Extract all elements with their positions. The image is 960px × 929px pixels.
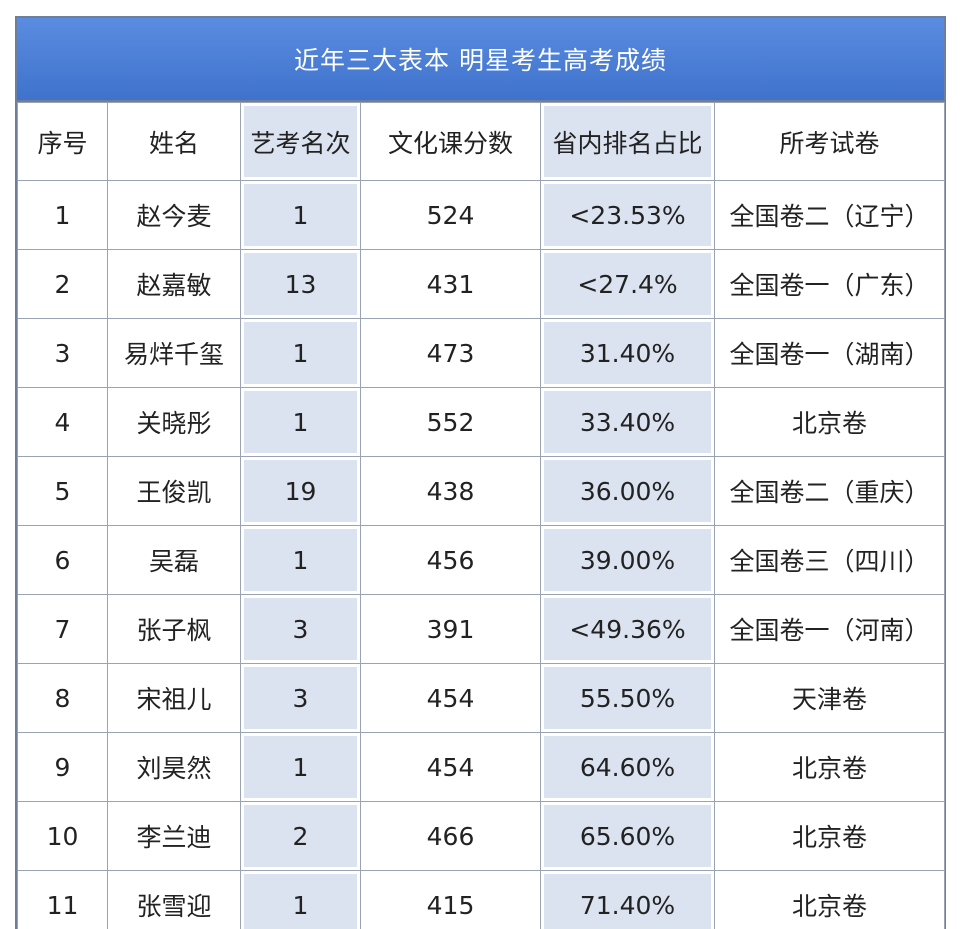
cell: 北京卷 xyxy=(714,870,945,929)
cell: 19 xyxy=(240,456,361,526)
table-title: 近年三大表本 明星考生高考成绩 xyxy=(17,18,944,102)
cell: 1 xyxy=(240,525,361,595)
cell: 刘昊然 xyxy=(107,732,241,802)
table-frame: 近年三大表本 明星考生高考成绩 序号 姓名 艺考名次 文化课分数 省内排名占比 所考试卷 1… xyxy=(15,16,946,929)
header-cell: 文化课分数 xyxy=(360,102,541,181)
cell: 赵嘉敏 xyxy=(107,249,241,319)
cell: 10 xyxy=(17,801,108,871)
cell: 1 xyxy=(240,318,361,388)
cell: 71.40% xyxy=(540,870,715,929)
row: 1 赵今麦 1 524 <23.53% 全国卷二（辽宁） xyxy=(17,180,945,250)
header-row: 序号 姓名 艺考名次 文化课分数 省内排名占比 所考试卷 xyxy=(17,102,945,181)
cell: 3 xyxy=(240,663,361,733)
cell: 全国卷二（重庆） xyxy=(714,456,945,526)
header-cell: 序号 xyxy=(17,102,108,181)
cell: 王俊凯 xyxy=(107,456,241,526)
cell: <49.36% xyxy=(540,594,715,664)
cell: 3 xyxy=(17,318,108,388)
cell: 全国卷二（辽宁） xyxy=(714,180,945,250)
row: 10 李兰迪 2 466 65.60% 北京卷 xyxy=(17,801,945,871)
cell: 473 xyxy=(360,318,541,388)
cell: 5 xyxy=(17,456,108,526)
cell: 4 xyxy=(17,387,108,457)
cell: 55.50% xyxy=(540,663,715,733)
cell: 2 xyxy=(17,249,108,319)
cell: 415 xyxy=(360,870,541,929)
cell: 张子枫 xyxy=(107,594,241,664)
cell: 454 xyxy=(360,732,541,802)
cell: 1 xyxy=(17,180,108,250)
cell: 3 xyxy=(240,594,361,664)
cell: 1 xyxy=(240,870,361,929)
cell: 524 xyxy=(360,180,541,250)
row: 11 张雪迎 1 415 71.40% 北京卷 xyxy=(17,870,945,929)
cell: 36.00% xyxy=(540,456,715,526)
row: 8 宋祖儿 3 454 55.50% 天津卷 xyxy=(17,663,945,733)
cell: 1 xyxy=(240,732,361,802)
cell: 1 xyxy=(240,180,361,250)
cell: 北京卷 xyxy=(714,732,945,802)
cell: 552 xyxy=(360,387,541,457)
cell: 全国卷一（河南） xyxy=(714,594,945,664)
cell: 7 xyxy=(17,594,108,664)
cell: 11 xyxy=(17,870,108,929)
header-cell: 省内排名占比 xyxy=(540,102,715,181)
table: 序号 姓名 艺考名次 文化课分数 省内排名占比 所考试卷 1 赵今麦 1 524 <23.53% 全国… xyxy=(17,102,945,929)
row: 6 吴磊 1 456 39.00% 全国卷三（四川） xyxy=(17,525,945,595)
header-cell: 姓名 xyxy=(107,102,241,181)
cell: 39.00% xyxy=(540,525,715,595)
cell: 关晓彤 xyxy=(107,387,241,457)
cell: 33.40% xyxy=(540,387,715,457)
cell: 438 xyxy=(360,456,541,526)
cell: 全国卷一（广东） xyxy=(714,249,945,319)
row: 5 王俊凯 19 438 36.00% 全国卷二（重庆） xyxy=(17,456,945,526)
cell: 456 xyxy=(360,525,541,595)
cell: 65.60% xyxy=(540,801,715,871)
cell: 吴磊 xyxy=(107,525,241,595)
cell: <23.53% xyxy=(540,180,715,250)
row: 9 刘昊然 1 454 64.60% 北京卷 xyxy=(17,732,945,802)
cell: 全国卷一（湖南） xyxy=(714,318,945,388)
cell: 张雪迎 xyxy=(107,870,241,929)
header-cell: 所考试卷 xyxy=(714,102,945,181)
cell: 31.40% xyxy=(540,318,715,388)
header-cell: 艺考名次 xyxy=(240,102,361,181)
cell: 64.60% xyxy=(540,732,715,802)
cell: <27.4% xyxy=(540,249,715,319)
cell: 6 xyxy=(17,525,108,595)
cell: 431 xyxy=(360,249,541,319)
cell: 赵今麦 xyxy=(107,180,241,250)
cell: 391 xyxy=(360,594,541,664)
cell: 466 xyxy=(360,801,541,871)
row: 2 赵嘉敏 13 431 <27.4% 全国卷一（广东） xyxy=(17,249,945,319)
row: 4 关晓彤 1 552 33.40% 北京卷 xyxy=(17,387,945,457)
cell: 8 xyxy=(17,663,108,733)
row: 3 易烊千玺 1 473 31.40% 全国卷一（湖南） xyxy=(17,318,945,388)
cell: 1 xyxy=(240,387,361,457)
row: 7 张子枫 3 391 <49.36% 全国卷一（河南） xyxy=(17,594,945,664)
cell: 2 xyxy=(240,801,361,871)
cell: 天津卷 xyxy=(714,663,945,733)
cell: 454 xyxy=(360,663,541,733)
cell: 9 xyxy=(17,732,108,802)
cell: 宋祖儿 xyxy=(107,663,241,733)
cell: 李兰迪 xyxy=(107,801,241,871)
cell: 13 xyxy=(240,249,361,319)
cell: 北京卷 xyxy=(714,801,945,871)
cell: 易烊千玺 xyxy=(107,318,241,388)
cell: 北京卷 xyxy=(714,387,945,457)
cell: 全国卷三（四川） xyxy=(714,525,945,595)
